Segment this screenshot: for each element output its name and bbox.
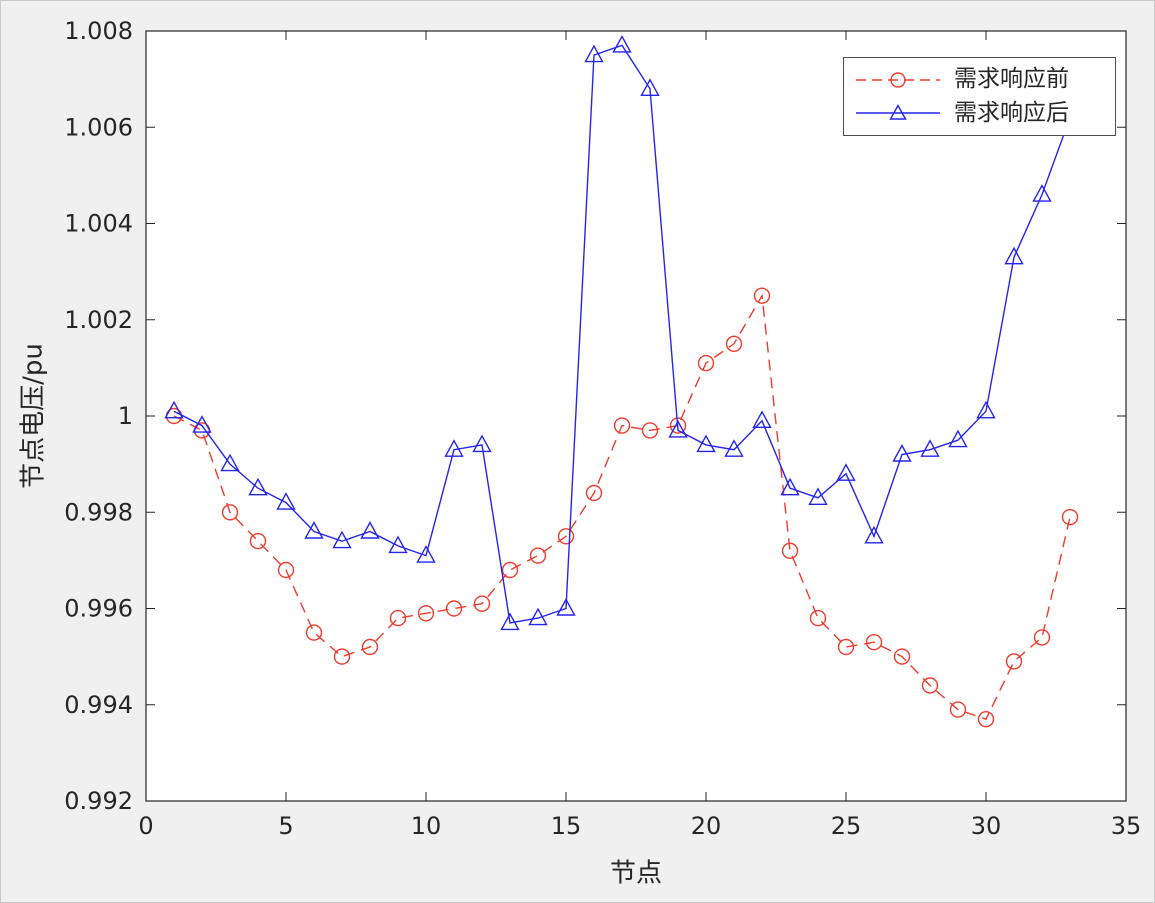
svg-text:35: 35 xyxy=(1111,812,1142,840)
svg-text:1.004: 1.004 xyxy=(64,210,133,238)
svg-text:20: 20 xyxy=(691,812,722,840)
svg-text:1.008: 1.008 xyxy=(64,17,133,45)
legend-sample-line-circle xyxy=(854,69,942,91)
legend-entry-after: 需求响应后 xyxy=(844,98,1115,130)
svg-text:0: 0 xyxy=(138,812,153,840)
svg-text:1.002: 1.002 xyxy=(64,306,133,334)
svg-text:25: 25 xyxy=(831,812,862,840)
y-axis-label: 节点电压/pu xyxy=(18,343,49,489)
svg-text:30: 30 xyxy=(971,812,1002,840)
legend-sample-line-triangle xyxy=(854,102,942,124)
svg-text:1: 1 xyxy=(118,402,133,430)
legend-entry-before: 需求响应前 xyxy=(844,64,1115,96)
legend-box[interactable]: 需求响应前 需求响应后 xyxy=(843,57,1116,137)
svg-text:5: 5 xyxy=(278,812,293,840)
svg-text:0.994: 0.994 xyxy=(64,691,133,719)
legend-label-before: 需求响应前 xyxy=(954,66,1069,92)
svg-text:0.992: 0.992 xyxy=(64,787,133,815)
svg-text:1.006: 1.006 xyxy=(64,113,133,141)
svg-text:10: 10 xyxy=(411,812,442,840)
svg-text:15: 15 xyxy=(551,812,582,840)
svg-text:0.998: 0.998 xyxy=(64,498,133,526)
x-axis-label: 节点 xyxy=(609,858,663,889)
svg-text:0.996: 0.996 xyxy=(64,595,133,623)
legend-label-after: 需求响应后 xyxy=(954,99,1069,126)
